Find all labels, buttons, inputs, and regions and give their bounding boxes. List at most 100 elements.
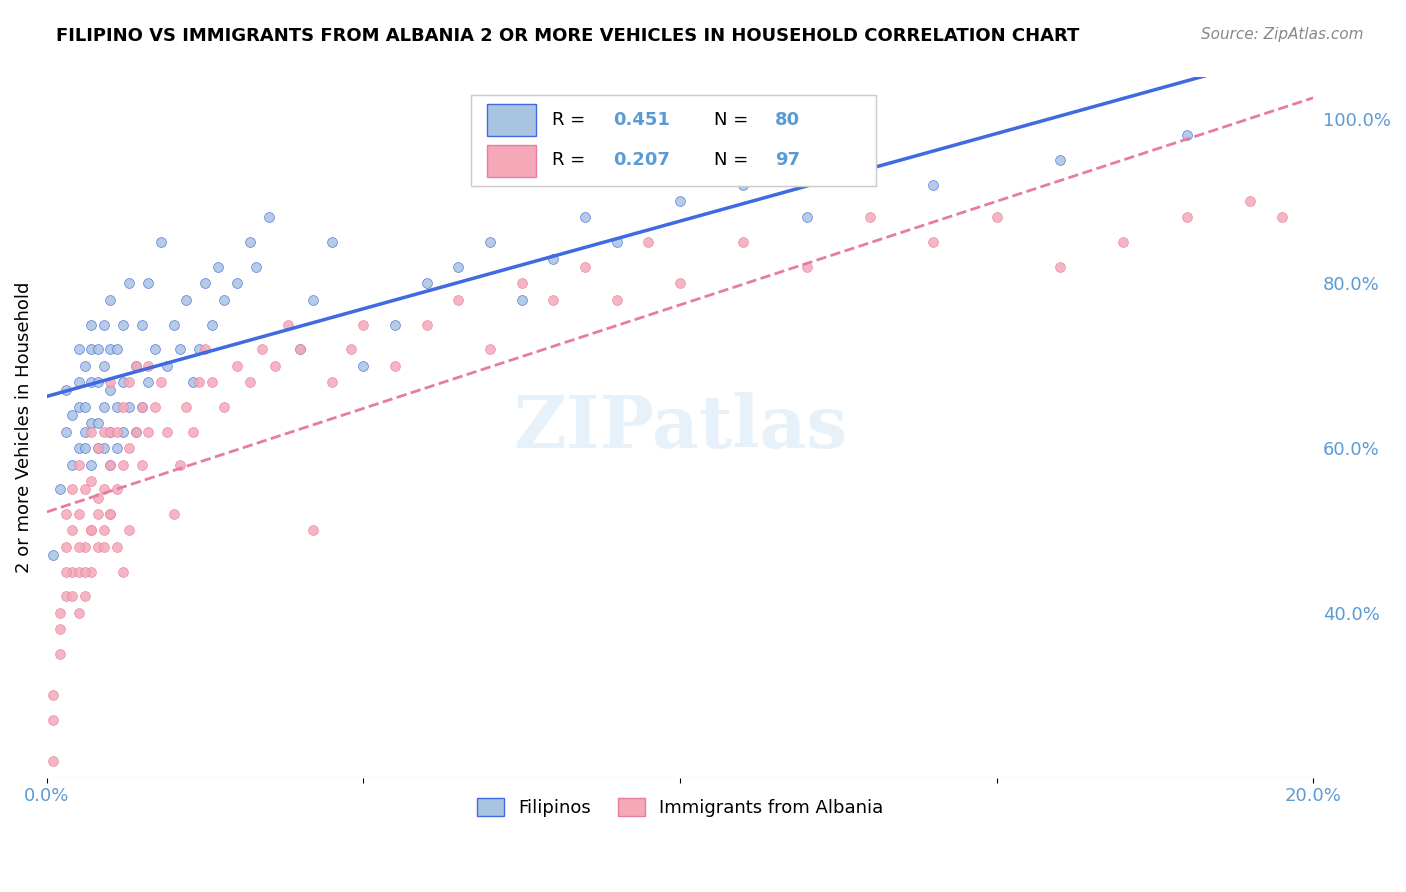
Point	[1175, 211, 1198, 225]
Point	[42, 548, 65, 562]
Point	[48, 606, 70, 620]
Point	[384, 359, 406, 373]
Point	[922, 178, 945, 192]
Point	[136, 277, 159, 291]
Point	[479, 343, 502, 357]
Point	[859, 211, 882, 225]
Point	[98, 458, 121, 472]
Point	[574, 260, 596, 274]
Point	[105, 400, 128, 414]
Point	[543, 293, 565, 307]
Point	[60, 483, 83, 497]
Point	[543, 252, 565, 266]
Point	[73, 483, 96, 497]
Y-axis label: 2 or more Vehicles in Household: 2 or more Vehicles in Household	[15, 282, 32, 574]
Point	[73, 400, 96, 414]
Point	[86, 375, 108, 389]
Point	[73, 441, 96, 455]
Point	[105, 441, 128, 455]
Point	[93, 524, 115, 538]
Text: Source: ZipAtlas.com: Source: ZipAtlas.com	[1201, 27, 1364, 42]
Point	[67, 606, 90, 620]
Point	[93, 318, 115, 332]
Point	[80, 375, 103, 389]
Point	[162, 318, 184, 332]
Point	[73, 565, 96, 579]
Point	[67, 540, 90, 554]
Point	[136, 425, 159, 439]
Point	[98, 375, 121, 389]
Point	[124, 359, 146, 373]
Point	[111, 458, 134, 472]
Point	[416, 318, 439, 332]
Point	[733, 178, 755, 192]
Point	[93, 425, 115, 439]
Point	[48, 647, 70, 661]
Point	[174, 400, 197, 414]
Point	[1239, 194, 1261, 208]
Point	[80, 343, 103, 357]
Point	[42, 713, 65, 727]
Point	[124, 359, 146, 373]
Point	[1049, 153, 1071, 167]
Point	[1271, 211, 1294, 225]
Point	[67, 400, 90, 414]
Point	[510, 293, 533, 307]
Point	[73, 540, 96, 554]
Point	[118, 375, 141, 389]
Point	[212, 400, 235, 414]
Point	[669, 194, 692, 208]
Point	[98, 343, 121, 357]
Point	[86, 417, 108, 431]
Point	[67, 458, 90, 472]
Point	[93, 483, 115, 497]
Legend: Filipinos, Immigrants from Albania: Filipinos, Immigrants from Albania	[470, 790, 891, 824]
Point	[86, 343, 108, 357]
Point	[276, 318, 298, 332]
Point	[118, 524, 141, 538]
Point	[93, 400, 115, 414]
Point	[48, 622, 70, 636]
Point	[796, 211, 818, 225]
Point	[1049, 260, 1071, 274]
Point	[510, 277, 533, 291]
Point	[55, 540, 77, 554]
Point	[321, 235, 343, 249]
Point	[187, 375, 209, 389]
Point	[174, 293, 197, 307]
Point	[187, 343, 209, 357]
Point	[80, 318, 103, 332]
Point	[80, 524, 103, 538]
Point	[98, 293, 121, 307]
Point	[149, 375, 172, 389]
Point	[149, 235, 172, 249]
Point	[136, 359, 159, 373]
Point	[131, 458, 153, 472]
Point	[118, 277, 141, 291]
Point	[796, 260, 818, 274]
Point	[194, 343, 217, 357]
Point	[606, 293, 628, 307]
Point	[67, 441, 90, 455]
Point	[257, 211, 280, 225]
Point	[200, 318, 222, 332]
Point	[301, 293, 323, 307]
Point	[80, 458, 103, 472]
Point	[73, 359, 96, 373]
Point	[67, 375, 90, 389]
Point	[60, 458, 83, 472]
Point	[42, 754, 65, 768]
Point	[574, 211, 596, 225]
Point	[353, 318, 375, 332]
Point	[169, 458, 191, 472]
Point	[447, 293, 470, 307]
Point	[105, 425, 128, 439]
Point	[67, 343, 90, 357]
Point	[80, 417, 103, 431]
Point	[301, 524, 323, 538]
Point	[73, 590, 96, 604]
Point	[55, 425, 77, 439]
Point	[98, 507, 121, 521]
Point	[124, 425, 146, 439]
Point	[111, 400, 134, 414]
